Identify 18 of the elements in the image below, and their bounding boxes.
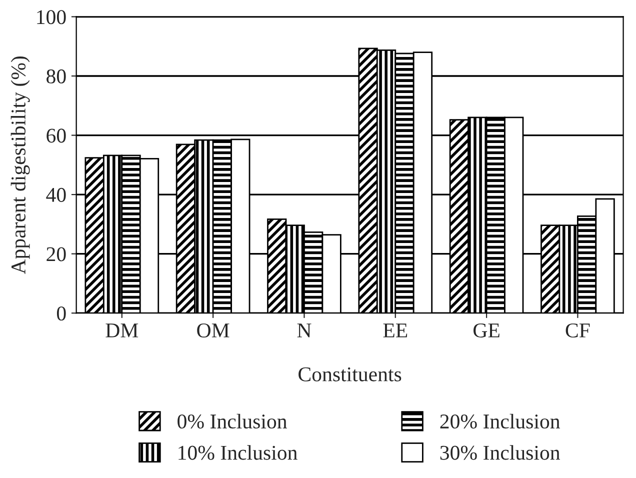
y-tick-label: 100: [37, 10, 66, 24]
legend-label: 30% Inclusion: [440, 445, 560, 460]
x-tick-label: N: [297, 324, 312, 338]
x-tick-label: OM: [197, 323, 230, 338]
x-tick-label: DM: [106, 324, 138, 338]
x-tick-label: GE: [474, 323, 500, 338]
legend-label: 0% Inclusion: [178, 414, 287, 429]
legend-label: 20% Inclusion: [440, 414, 560, 429]
x-tick-label: EE: [383, 324, 408, 338]
y-tick-label: 60: [46, 128, 66, 143]
y-tick-label: 0: [56, 306, 66, 321]
legend-label: 10% Inclusion: [178, 445, 298, 460]
y-axis-title: Apparent digestibility (%): [10, 56, 30, 274]
x-tick-label: CF: [566, 323, 590, 338]
y-tick-label: 20: [46, 247, 66, 262]
x-axis-title: Constituents: [298, 367, 402, 382]
y-tick-label: 40: [46, 188, 66, 202]
y-tick-label: 80: [46, 69, 66, 84]
